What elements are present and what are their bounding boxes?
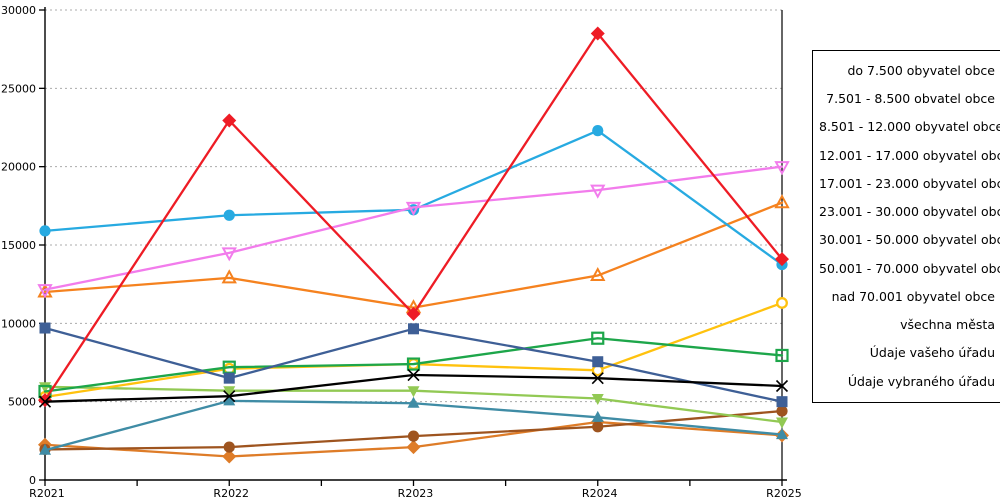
y-axis-label: 15000 (1, 239, 36, 252)
data-point-marker (223, 372, 235, 384)
y-axis-label: 10000 (1, 317, 36, 330)
data-point-marker (590, 266, 606, 282)
legend-item-10: Údaje vašeho úřadu (869, 345, 995, 361)
x-axis-label: R2022 (213, 487, 249, 500)
data-point-marker (407, 396, 420, 408)
data-point-marker (776, 428, 788, 440)
data-point-marker (223, 441, 235, 453)
data-point-marker (592, 356, 604, 368)
legend-item-8: nad 70.001 obyvatel obce (831, 288, 995, 304)
y-axis-label: 20000 (1, 161, 36, 174)
x-axis-label: R2025 (766, 487, 802, 500)
legend-item-7: 50.001 - 70.000 obyvatel obce (819, 260, 1000, 276)
data-point-marker (591, 410, 604, 422)
data-point-marker (405, 201, 422, 216)
data-point-marker (38, 395, 52, 408)
legend-item-11: Údaje vybraného úřadu (847, 373, 995, 389)
data-point-marker (223, 394, 236, 406)
y-axis-label: 25000 (1, 82, 36, 95)
data-point-marker (222, 113, 237, 128)
data-point-marker (592, 125, 604, 137)
x-axis-label: R2023 (398, 487, 434, 500)
data-point-marker (223, 209, 235, 221)
legend-item-0: do 7.500 obyvatel obce (847, 62, 995, 78)
data-point-marker (406, 357, 421, 371)
data-point-marker (223, 390, 236, 403)
data-point-marker (590, 184, 606, 199)
series-line-7 (43, 201, 784, 309)
legend-item-1: 7.501 - 8.500 obvatel obce (826, 91, 995, 107)
legend-item-2: 8.501 - 12.000 obyvatel obce (819, 119, 1000, 135)
data-point-marker (222, 449, 237, 464)
legend-item-6: 30.001 - 50.000 obyvatel obce (819, 232, 1000, 248)
data-point-marker (776, 417, 788, 429)
data-point-marker (592, 421, 604, 433)
data-point-marker (775, 379, 789, 393)
data-point-marker (37, 284, 53, 299)
data-point-marker (776, 396, 788, 408)
data-point-marker (39, 322, 51, 334)
data-point-marker (406, 306, 421, 321)
series-line-5 (43, 337, 784, 393)
legend-item-3: 12.001 - 17.000 obyvatel obce (819, 147, 1000, 163)
data-point-marker (221, 269, 237, 284)
series-line-9 (43, 165, 784, 291)
data-point-marker (39, 443, 51, 455)
data-point-marker (223, 386, 236, 398)
data-point-marker (774, 194, 790, 209)
data-point-marker (221, 247, 237, 262)
data-point-marker (775, 252, 789, 267)
legend-item-9: všechna města (900, 317, 995, 333)
data-point-marker (590, 26, 605, 41)
y-axis-label: 5000 (8, 396, 36, 409)
data-point-marker (591, 331, 605, 345)
data-point-marker (408, 323, 419, 335)
y-axis-label: 0 (29, 474, 36, 487)
data-point-marker (591, 394, 604, 406)
data-point-marker (774, 161, 790, 176)
data-point-marker (776, 405, 788, 417)
series-line-8 (43, 129, 784, 266)
legend-item-4: 17.001 - 23.000 obyvatel obce (819, 175, 1000, 191)
legend-item-5: 23.001 - 30.000 obyvatel obce (819, 204, 1000, 220)
data-point-marker (407, 430, 420, 442)
data-point-marker (776, 297, 788, 309)
data-point-marker (406, 440, 421, 455)
x-axis-label: R2024 (582, 487, 618, 500)
data-point-marker (591, 372, 604, 385)
data-point-marker (39, 225, 51, 237)
x-axis-label: R2021 (29, 487, 65, 500)
data-point-marker (38, 393, 52, 408)
data-point-marker (775, 348, 789, 363)
data-point-marker (407, 386, 420, 398)
y-axis-label: 30000 (1, 4, 36, 17)
chart-legend: do 7.500 obyvatel obce 7.501 - 8.500 obva… (812, 50, 1000, 403)
data-point-marker (407, 368, 420, 382)
